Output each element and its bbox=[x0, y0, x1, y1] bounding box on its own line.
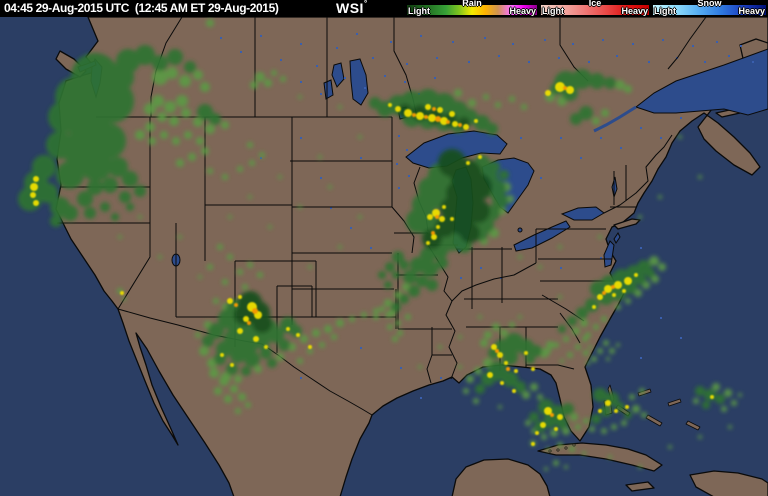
legend-snow-section: Snow Light Heavy bbox=[651, 0, 768, 17]
lake-manitoba bbox=[323, 79, 334, 100]
precip-legend: Rain Light Heavy Ice Light Heavy Snow Li… bbox=[405, 0, 768, 17]
north-america-continent bbox=[55, 17, 768, 496]
chesapeake-bay bbox=[603, 240, 615, 268]
header-bar: 04:45 29-Aug-2015 UTC (12:45 AM ET 29-Au… bbox=[0, 0, 768, 17]
small-lakes-speckles bbox=[220, 33, 754, 399]
radar-map-canvas bbox=[0, 17, 768, 496]
timestamp-label: 04:45 29-Aug-2015 UTC (12:45 AM ET 29-Au… bbox=[4, 1, 279, 15]
legend-ice-heavy-label: Heavy bbox=[621, 6, 648, 16]
legend-snow-light-label: Light bbox=[654, 6, 676, 16]
lake-winnipeg bbox=[349, 58, 369, 106]
legend-rain-heavy-label: Heavy bbox=[509, 6, 536, 16]
radar-precip-core-layer bbox=[30, 82, 714, 446]
western-state-borders bbox=[57, 117, 415, 353]
canada-us-border bbox=[96, 116, 673, 214]
delaware-bay bbox=[613, 232, 621, 244]
st-lawrence-river bbox=[593, 105, 637, 133]
legend-snow-title: Snow bbox=[697, 0, 722, 8]
legend-snow-heavy-label: Heavy bbox=[738, 6, 765, 16]
jamaica-island bbox=[625, 481, 655, 492]
lake-superior bbox=[405, 130, 508, 169]
legend-ice-title: Ice bbox=[588, 0, 602, 8]
lake-winnipegosis bbox=[331, 62, 345, 88]
wsi-logo-mark: ° bbox=[363, 0, 368, 8]
lake-st-clair bbox=[517, 227, 523, 233]
hispaniola-island bbox=[689, 470, 768, 496]
legend-snow-gradient bbox=[652, 4, 767, 16]
legend-ice-gradient bbox=[540, 4, 650, 16]
wsi-logo-text: WSI bbox=[336, 0, 364, 16]
radar-map bbox=[0, 17, 768, 496]
legend-rain-gradient bbox=[406, 4, 538, 16]
long-island bbox=[613, 218, 641, 230]
legend-rain-title: Rain bbox=[462, 0, 482, 8]
gulf-of-st-lawrence bbox=[634, 48, 768, 116]
legend-rain-light-label: Light bbox=[408, 6, 430, 16]
radar-precip-green-layer bbox=[18, 19, 742, 471]
yucatan-peninsula bbox=[451, 458, 551, 496]
legend-ice-section: Ice Light Heavy bbox=[539, 0, 651, 17]
wsi-logo: WSI° bbox=[336, 0, 368, 16]
legend-rain-section: Rain Light Heavy bbox=[405, 0, 539, 17]
cuba-island bbox=[537, 442, 663, 472]
legend-ice-light-label: Light bbox=[542, 6, 564, 16]
